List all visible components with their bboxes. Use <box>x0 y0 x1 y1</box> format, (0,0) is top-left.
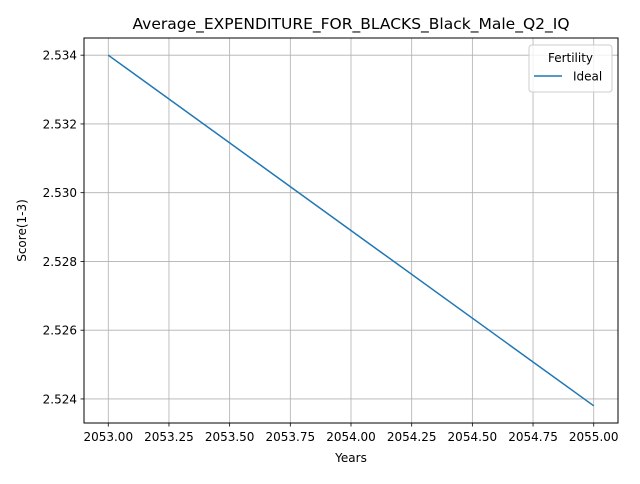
legend: Fertility Ideal <box>528 44 613 93</box>
y-tick-label: 2.530 <box>43 186 77 200</box>
x-tick-label: 2054.00 <box>326 430 376 444</box>
y-tick-label: 2.524 <box>43 392 77 406</box>
series-line-ideal <box>107 54 595 407</box>
x-tick-label: 2053.25 <box>144 430 194 444</box>
x-axis-label: Years <box>334 451 367 465</box>
legend-box <box>528 44 613 93</box>
legend-title: Fertility <box>548 51 593 65</box>
y-tick-label: 2.534 <box>43 49 77 63</box>
x-tick-label: 2054.50 <box>448 430 498 444</box>
x-tick-label: 2053.00 <box>83 430 133 444</box>
x-tick-label: 2053.50 <box>205 430 255 444</box>
x-tick-label: 2054.25 <box>387 430 437 444</box>
y-axis: 2.524 2.526 2.528 2.530 2.532 2.534 <box>43 49 84 406</box>
x-tick-label: 2053.75 <box>266 430 316 444</box>
y-tick-label: 2.532 <box>43 117 77 131</box>
chart-title: Average_EXPENDITURE_FOR_BLACKS_Black_Mal… <box>132 15 569 34</box>
series-layer <box>107 54 595 407</box>
y-axis-label: Score(1-3) <box>15 199 29 262</box>
x-axis: 2053.00 2053.25 2053.50 2053.75 2054.00 2054.… <box>83 423 619 444</box>
x-tick-label: 2054.75 <box>508 430 558 444</box>
x-tick-label: 2055.00 <box>569 430 619 444</box>
y-tick-label: 2.528 <box>43 255 77 269</box>
y-tick-label: 2.526 <box>43 324 77 338</box>
legend-label-ideal: Ideal <box>573 70 602 84</box>
